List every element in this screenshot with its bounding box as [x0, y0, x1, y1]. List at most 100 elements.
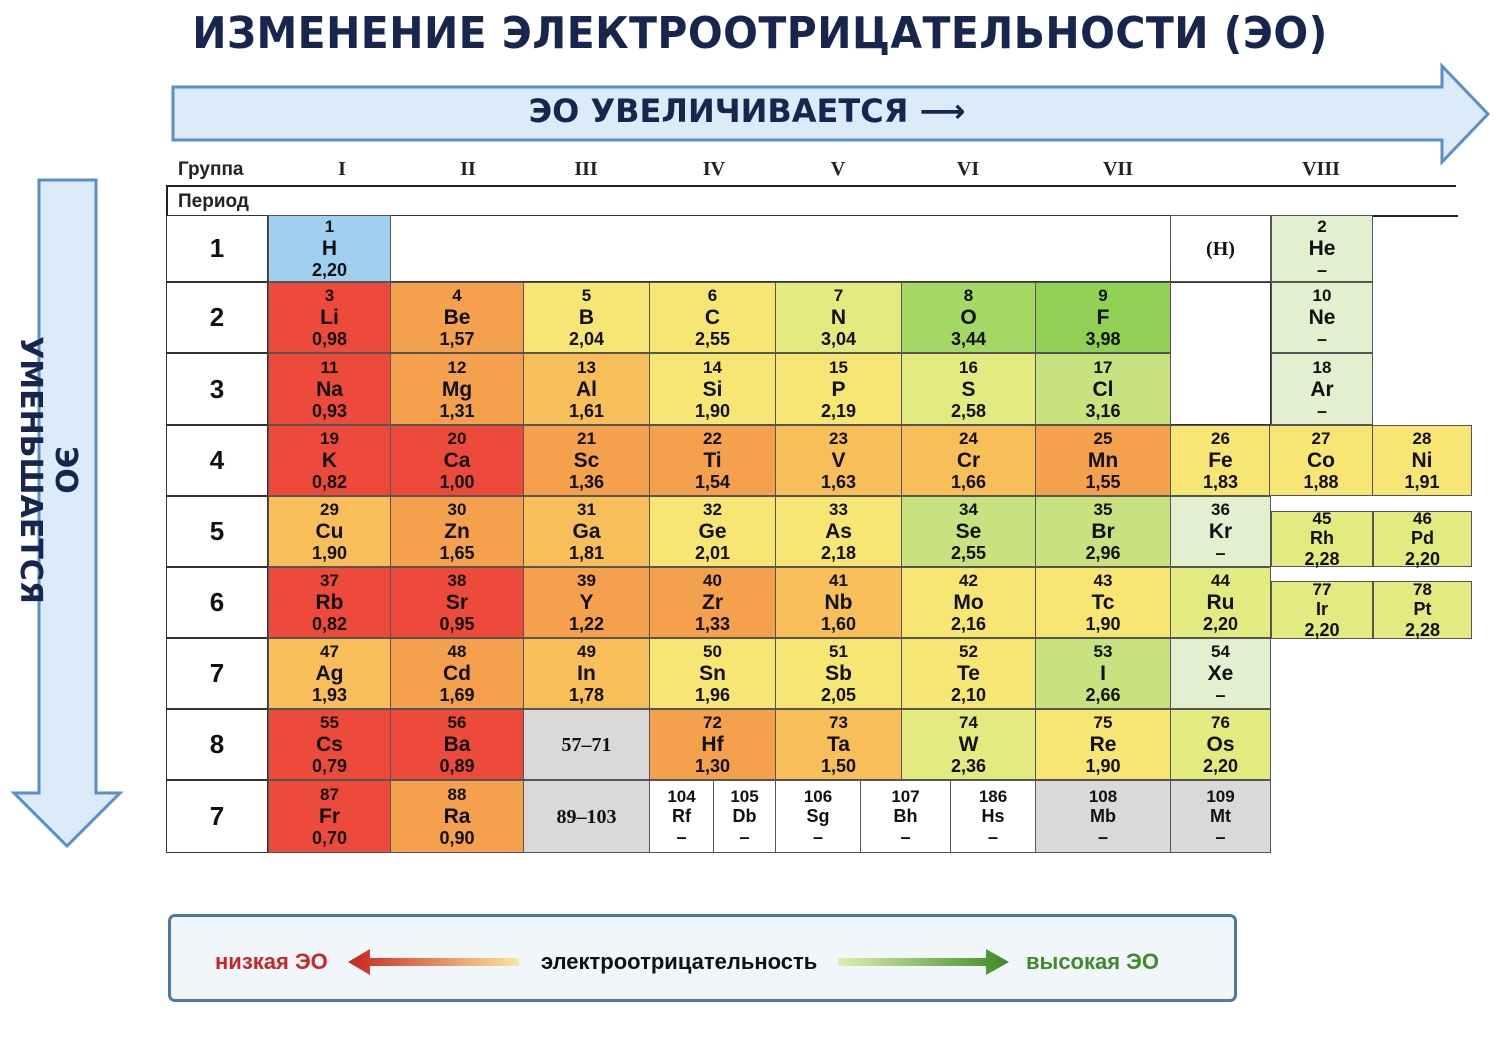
element-symbol: B [578, 306, 595, 329]
atomic-number: 24 [959, 429, 978, 448]
period-8: 8 [166, 709, 268, 780]
legend-high: высокая ЭО [1026, 949, 1159, 974]
cell-label: 57–71 [561, 733, 612, 756]
element-cell-ar: 18 Ar – [1271, 353, 1373, 425]
electronegativity-value: – [1097, 826, 1108, 847]
electronegativity-value: 1,90 [311, 543, 348, 563]
electronegativity-value: 3,04 [820, 329, 857, 349]
atomic-number: 54 [1211, 642, 1230, 661]
electronegativity-value: 1,61 [568, 400, 605, 421]
atomic-number: 19 [320, 429, 339, 448]
element-cell-zn: 30 Zn 1,65 [390, 496, 524, 567]
element-cell-li: 3 Li 0,98 [268, 282, 391, 353]
element-symbol: Rf [672, 805, 691, 826]
element-symbol: Mn [1087, 449, 1119, 472]
element-cell-ba: 56 Ba 0,89 [390, 709, 524, 780]
element-symbol: Br [1091, 520, 1115, 543]
page-title: ИЗМЕНЕНИЕ ЭЛЕКТРООТРИЦАТЕЛЬНОСТИ (ЭО) [192, 8, 1328, 59]
element-symbol: Nb [824, 591, 853, 614]
atomic-number: 12 [447, 357, 467, 377]
element-cell-re: 75 Re 1,90 [1035, 709, 1171, 780]
element-symbol: Cl [1092, 377, 1114, 401]
element-symbol: Ca [443, 449, 471, 472]
element-cell-ni: 28 Ni 1,91 [1372, 425, 1472, 496]
element-cell-mt: 109 Mt – [1170, 780, 1271, 853]
element-symbol: Te [957, 662, 980, 685]
element-symbol: Sg [806, 805, 830, 826]
atomic-number: 44 [1211, 571, 1230, 590]
element-symbol: Fe [1208, 449, 1233, 472]
right-gradient-arrow-shape [838, 949, 1009, 975]
atomic-number: 33 [829, 500, 848, 519]
atomic-number: 26 [1211, 429, 1230, 448]
electronegativity-value: 1,00 [439, 472, 475, 492]
legend-low: низкая ЭО [215, 949, 328, 974]
group-6: VI [956, 158, 980, 180]
left-gradient-arrow-shape [348, 949, 519, 975]
electronegativity-value: 2,20 [1202, 756, 1239, 776]
electronegativity-value: – [1215, 543, 1226, 563]
element-symbol: Ne [1308, 306, 1336, 329]
left-gradient-arrow-icon [348, 949, 519, 975]
element-symbol: F [1096, 306, 1110, 329]
element-symbol: Ra [443, 805, 471, 828]
element-symbol: V [831, 449, 846, 472]
v-arrow-label: ЭО УМЕНЬШАЕТСЯ [13, 336, 83, 604]
electronegativity-value: 0,98 [311, 329, 348, 349]
element-symbol: Cd [443, 662, 471, 685]
period-3: 3 [166, 353, 268, 425]
electronegativity-value: 2,96 [1085, 543, 1121, 563]
electronegativity-value: 2,28 [1404, 620, 1441, 640]
legend-middle: электроотрицательность [541, 949, 818, 974]
atomic-number: 35 [1093, 500, 1113, 519]
electronegativity-value: 0,95 [439, 614, 475, 634]
electronegativity-value: 1,54 [694, 472, 731, 492]
atomic-number: 74 [959, 713, 978, 732]
electronegativity-value: 1,88 [1303, 472, 1339, 492]
group-label: Группа [178, 159, 244, 180]
atomic-number: 25 [1093, 429, 1113, 448]
element-symbol: Zn [444, 520, 470, 543]
element-cell-h: 1 H 2,20 [268, 215, 391, 282]
element-cell-v: 23 V 1,63 [775, 425, 902, 496]
electronegativity-value: 2,36 [950, 756, 987, 776]
atomic-number: 30 [447, 500, 467, 519]
atomic-number: 1 [324, 217, 335, 236]
element-cell-f: 9 F 3,98 [1035, 282, 1171, 353]
electronegativity-value: 1,60 [820, 614, 857, 634]
element-symbol: Ta [827, 733, 850, 756]
element-cell-rb: 37 Rb 0,82 [268, 567, 391, 638]
element-cell-ti: 22 Ti 1,54 [649, 425, 776, 496]
electronegativity-value: – [812, 826, 823, 847]
h-arrow-label-text: ЭО УВЕЛИЧИВАЕТСЯ [528, 92, 909, 130]
electronegativity-value: 0,89 [439, 756, 475, 776]
element-cell-os: 76 Os 2,20 [1170, 709, 1271, 780]
atomic-number: 48 [447, 642, 467, 661]
element-cell-mg: 12 Mg 1,31 [390, 353, 524, 425]
atomic-number: 40 [703, 571, 722, 590]
horizontal-arrow [171, 62, 1491, 166]
element-symbol: Si [702, 377, 723, 401]
element-symbol: S [961, 377, 976, 401]
electronegativity-value: – [1316, 329, 1327, 349]
electronegativity-value: 1,36 [568, 472, 605, 492]
element-cell-be: 4 Be 1,57 [390, 282, 524, 353]
element-cell-ge: 32 Ge 2,01 [649, 496, 776, 567]
element-cell-lanthanides: 57–71 [523, 709, 650, 780]
atomic-number: 17 [1093, 357, 1113, 377]
electronegativity-value: 2,55 [950, 543, 987, 563]
element-symbol: Ar [1310, 377, 1334, 401]
element-cell-he: 2 He – [1271, 215, 1373, 282]
electronegativity-value: 2,55 [694, 329, 731, 349]
atomic-number: 15 [829, 357, 848, 377]
element-cell-bh: 107 Bh – [860, 780, 951, 853]
element-cell-rh: 45 Rh 2,28 [1271, 510, 1373, 568]
element-symbol: K [321, 449, 338, 472]
element-cell-cr: 24 Cr 1,66 [901, 425, 1036, 496]
element-symbol: Hs [981, 805, 1005, 826]
element-cell-ne: 10 Ne – [1271, 282, 1373, 353]
period-2-3-blank [1170, 282, 1271, 425]
atomic-number: 56 [447, 713, 467, 732]
electronegativity-value: 0,90 [439, 828, 475, 848]
group-3: III [574, 158, 598, 180]
